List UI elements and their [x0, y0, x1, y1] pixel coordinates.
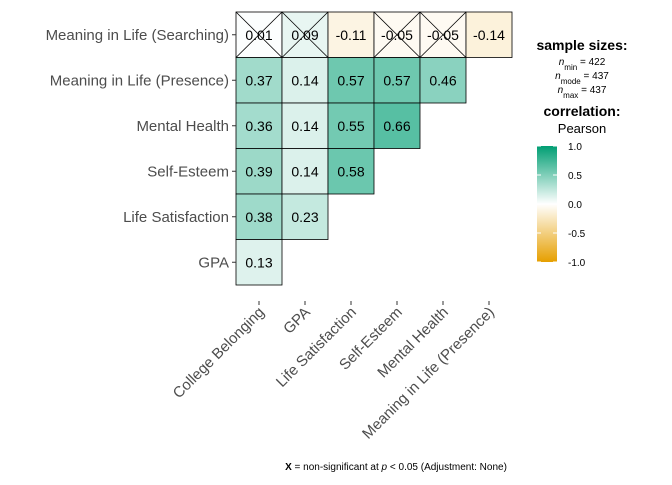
- nonsignificant-cross-line: [373, 11, 421, 58]
- cell-value-label: 0.39: [245, 163, 272, 179]
- nonsignificant-cross-line: [235, 11, 283, 58]
- y-axis-tick-label: Self-Esteem: [147, 163, 229, 180]
- heatmap-cell: [235, 239, 283, 286]
- correlation-method-label: Pearson: [558, 121, 606, 136]
- cell-value-label: -0.05: [427, 27, 459, 43]
- nonsignificant-cross-line: [419, 11, 467, 58]
- heatmap-cell: [327, 102, 375, 149]
- heatmap-cell: [373, 102, 421, 149]
- n-min-label: nmin = 422: [559, 57, 606, 72]
- heatmap-cell: [281, 57, 329, 104]
- heatmap-cell: [281, 148, 329, 195]
- color-scale-bar: [537, 146, 557, 262]
- heatmap-cell: [235, 193, 283, 240]
- correlation-title: correlation:: [543, 103, 620, 119]
- color-scale-tick-label: 0.5: [568, 171, 582, 182]
- cell-value-label: 0.09: [291, 27, 318, 43]
- y-axis-tick-label: Life Satisfaction: [123, 209, 229, 226]
- heatmap-cell: [327, 148, 375, 195]
- cell-value-label: 0.23: [291, 209, 318, 225]
- color-scale-tick-label: 1.0: [568, 142, 582, 153]
- cell-value-label: -0.11: [336, 27, 367, 43]
- color-scale-tick-label: -0.5: [568, 229, 586, 240]
- cell-value-label: 0.14: [291, 163, 318, 179]
- cell-value-label: 0.55: [337, 118, 364, 134]
- cell-value-label: -0.05: [381, 27, 413, 43]
- heatmap-cell: [465, 11, 513, 58]
- heatmap-cell: [235, 57, 283, 104]
- heatmap-cell: [419, 57, 467, 104]
- y-axis-tick-label: Meaning in Life (Searching): [46, 27, 229, 44]
- cell-value-label: 0.58: [337, 163, 364, 179]
- x-axis-tick-label: College Belonging: [170, 304, 268, 402]
- cell-value-label: -0.14: [473, 27, 505, 43]
- cell-value-label: 0.14: [291, 72, 318, 88]
- cell-value-label: 0.37: [245, 72, 272, 88]
- color-scale-tick-label: -1.0: [568, 258, 586, 269]
- y-axis-tick-label: Meaning in Life (Presence): [50, 72, 229, 89]
- cell-value-label: 0.46: [429, 72, 456, 88]
- caption: X = non-significant at p < 0.05 (Adjustm…: [285, 462, 507, 473]
- cell-value-label: 0.57: [337, 72, 364, 88]
- n-mode-label: nmode = 437: [555, 71, 609, 86]
- x-axis-tick-label: Life Satisfaction: [273, 304, 360, 391]
- y-axis-labels: Meaning in Life (Searching) Meaning in Li…: [46, 27, 236, 271]
- cell-value-label: 0.13: [245, 254, 272, 270]
- cell-value-label: 0.14: [291, 118, 318, 134]
- caption-text: X = non-significant at p < 0.05 (Adjustm…: [285, 462, 507, 473]
- n-max-label: nmax = 437: [558, 85, 607, 100]
- heatmap-cell: [281, 193, 329, 240]
- y-axis-tick-label: GPA: [198, 254, 229, 271]
- heatmap-cell: [235, 102, 283, 149]
- heatmap-cell: [327, 11, 375, 58]
- cell-value-label: 0.38: [245, 209, 272, 225]
- heatmap-cells: 0.01 0.09 -0.11 -0.05 -0.05 -0.14 0.37 0.14 0.57…: [235, 11, 513, 286]
- cell-value-label: 0.66: [383, 118, 410, 134]
- color-scale-tick-label: 0.0: [568, 200, 582, 211]
- nonsignificant-cross-line: [281, 11, 329, 58]
- cell-value-label: 0.01: [245, 27, 272, 43]
- x-axis-tick-label: GPA: [280, 304, 314, 338]
- y-axis-tick-label: Mental Health: [136, 118, 229, 135]
- cell-value-label: 0.57: [383, 72, 410, 88]
- heatmap-cell: [235, 148, 283, 195]
- cell-value-label: 0.36: [245, 118, 272, 134]
- sample-sizes-title: sample sizes:: [536, 37, 627, 53]
